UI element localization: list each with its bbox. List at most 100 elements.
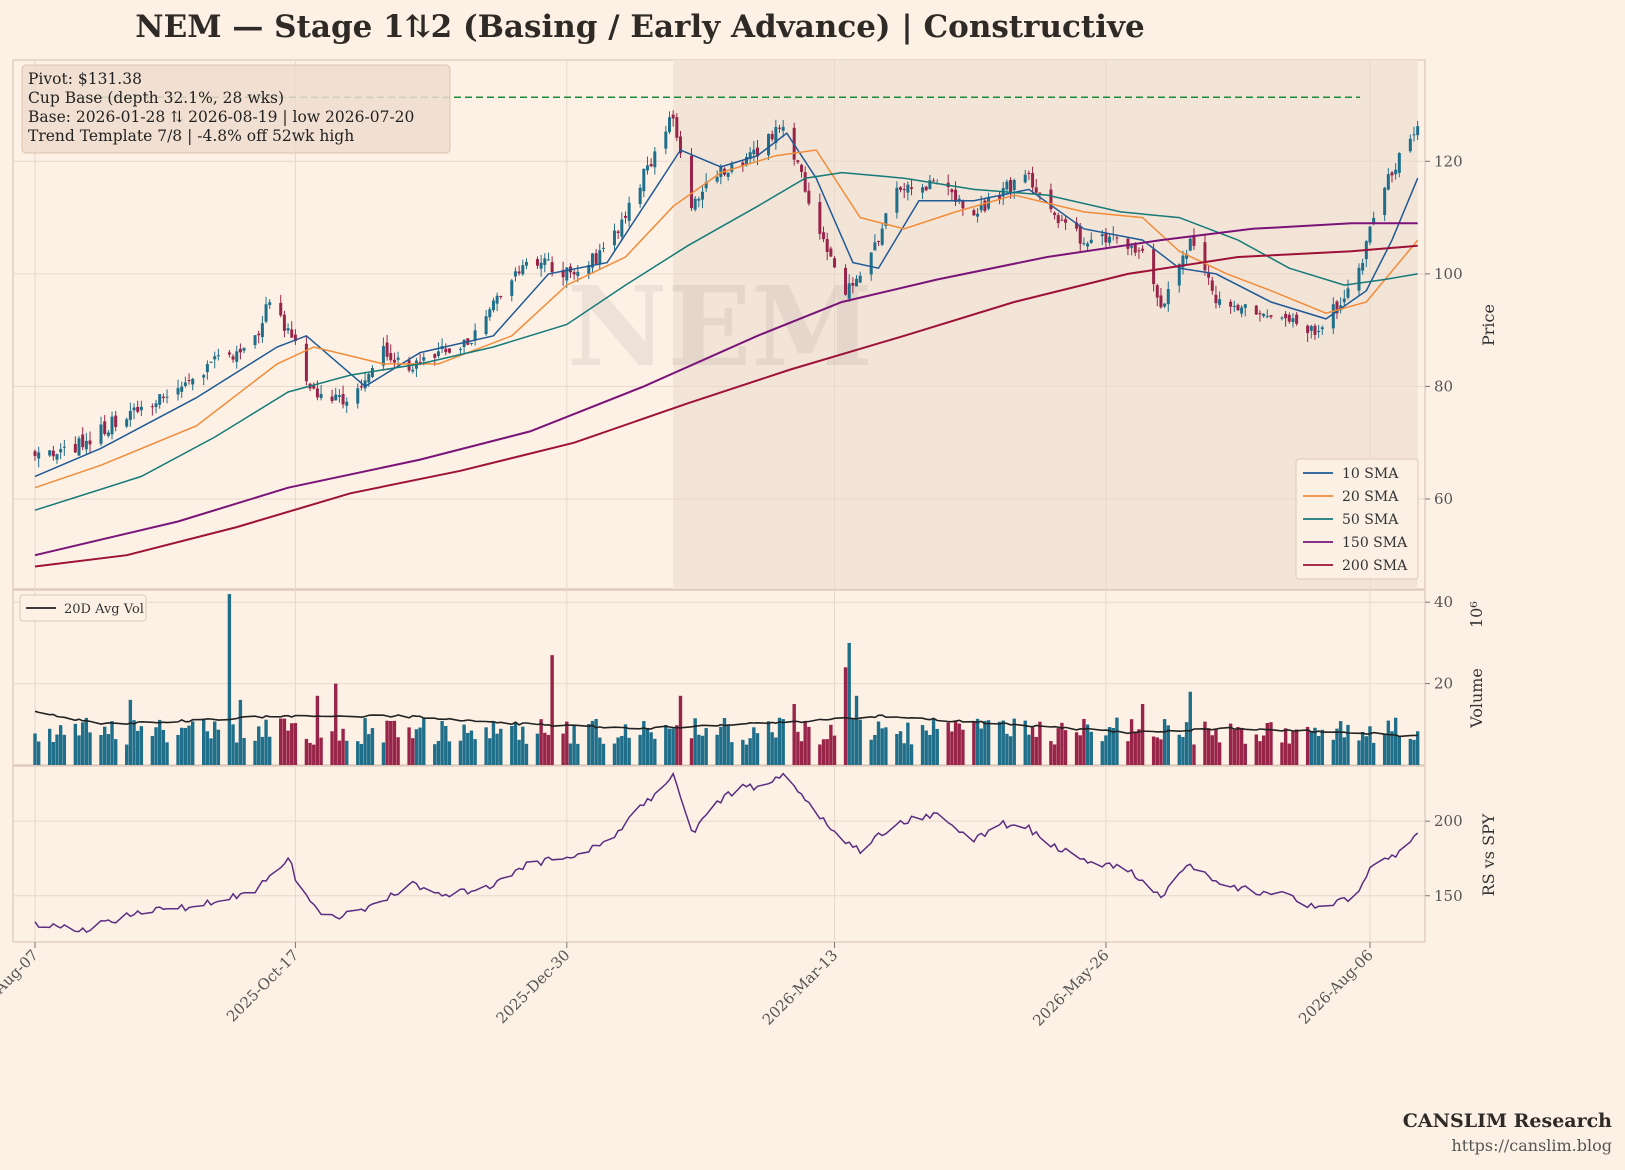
- candle-body: [587, 264, 591, 274]
- volume-bar: [396, 737, 400, 765]
- volume-bar: [730, 742, 734, 765]
- candle-body: [1240, 307, 1244, 314]
- candle-body: [484, 316, 488, 335]
- volume-bar: [1364, 736, 1369, 765]
- candle-body: [1287, 314, 1291, 322]
- candle-body: [216, 355, 220, 357]
- candle-body: [209, 361, 213, 363]
- volume-bar: [62, 734, 67, 765]
- candle-body: [899, 187, 903, 190]
- volume-bar: [436, 740, 441, 765]
- candle-body: [928, 180, 932, 190]
- volume-bar: [920, 725, 925, 765]
- candle-body: [594, 253, 598, 264]
- candle-body: [1386, 174, 1390, 190]
- volume-bar: [1192, 744, 1196, 765]
- candle-body: [158, 394, 162, 405]
- volume-bar: [627, 737, 631, 765]
- candle-body: [1034, 187, 1038, 193]
- candle-body: [645, 165, 649, 171]
- candle-body: [125, 419, 129, 427]
- volume-bar: [253, 740, 257, 765]
- volume-bar: [33, 733, 37, 765]
- volume-legend-box: [19, 594, 147, 622]
- volume-bar: [238, 699, 243, 765]
- candle-body: [561, 269, 565, 278]
- volume-bar: [1005, 733, 1009, 765]
- volume-bar: [693, 718, 697, 765]
- volume-bar: [678, 695, 683, 765]
- volume-bar: [58, 725, 63, 765]
- volume-bar: [1177, 734, 1181, 765]
- volume-bar: [1162, 719, 1167, 765]
- volume-bar: [268, 736, 272, 765]
- volume-bar: [986, 720, 991, 765]
- volume-bar: [1027, 734, 1031, 765]
- candle-body: [756, 147, 760, 157]
- candle-body: [176, 388, 180, 395]
- candle-body: [803, 172, 807, 192]
- candle-body: [238, 348, 242, 353]
- candle-body: [180, 386, 184, 392]
- volume-bar: [213, 721, 217, 765]
- volume-bar: [590, 720, 595, 765]
- volume-tick-40: 40: [1434, 593, 1453, 611]
- avg-volume-line: [34, 710, 1418, 738]
- volume-bar: [183, 727, 188, 765]
- volume-bar: [341, 728, 345, 765]
- volume-bar: [829, 724, 833, 765]
- price-plot: [33, 110, 1420, 568]
- candle-body: [730, 164, 734, 172]
- candle-body: [1027, 172, 1031, 174]
- candle-body: [1218, 299, 1222, 305]
- candle-body: [1265, 316, 1269, 318]
- volume-bar: [1294, 729, 1299, 765]
- volume-bar: [1320, 729, 1325, 765]
- volume-bar: [1390, 731, 1394, 765]
- volume-bar: [638, 734, 642, 765]
- candle-body: [1104, 232, 1108, 243]
- candle-body: [851, 283, 855, 286]
- candle-body: [128, 410, 132, 420]
- volume-bar: [928, 734, 932, 765]
- volume-bar: [821, 739, 826, 765]
- candle-body: [392, 359, 396, 363]
- volume-bar: [935, 728, 939, 765]
- candle-body: [664, 131, 668, 149]
- volume-bar: [689, 738, 694, 765]
- candle-body: [257, 333, 261, 336]
- volume-bar: [1126, 741, 1130, 765]
- candle-body: [282, 314, 286, 331]
- candle-body: [286, 328, 290, 331]
- candle-body: [1416, 126, 1420, 136]
- candle-body: [1390, 172, 1394, 176]
- candle-body: [524, 261, 528, 266]
- volume-bar: [315, 695, 320, 765]
- candle-body: [565, 267, 569, 281]
- candle-body: [767, 133, 771, 156]
- candle-body: [363, 380, 367, 389]
- volume-bar: [909, 744, 914, 765]
- candle-body: [260, 323, 264, 338]
- volume-bar: [77, 735, 81, 765]
- candle-body: [1284, 313, 1288, 319]
- volume-bar: [781, 719, 785, 765]
- candle-body: [103, 421, 107, 434]
- candle-body: [719, 165, 723, 177]
- candle-body: [235, 351, 239, 362]
- volume-bar: [568, 743, 573, 765]
- candle-body: [983, 200, 987, 211]
- candle-body: [319, 393, 323, 399]
- candle-body: [972, 210, 976, 216]
- volume-bar: [88, 732, 92, 765]
- candle-body: [950, 189, 954, 193]
- volume-bar: [642, 721, 646, 765]
- candle-body: [253, 335, 257, 346]
- sma150-line: [34, 222, 1418, 557]
- candle-body: [1309, 325, 1313, 331]
- volume-bar: [1217, 742, 1222, 765]
- volume-bar: [363, 718, 367, 765]
- candle-body: [165, 396, 169, 398]
- candle-body: [114, 415, 118, 428]
- volume-tick-20: 20: [1434, 675, 1453, 693]
